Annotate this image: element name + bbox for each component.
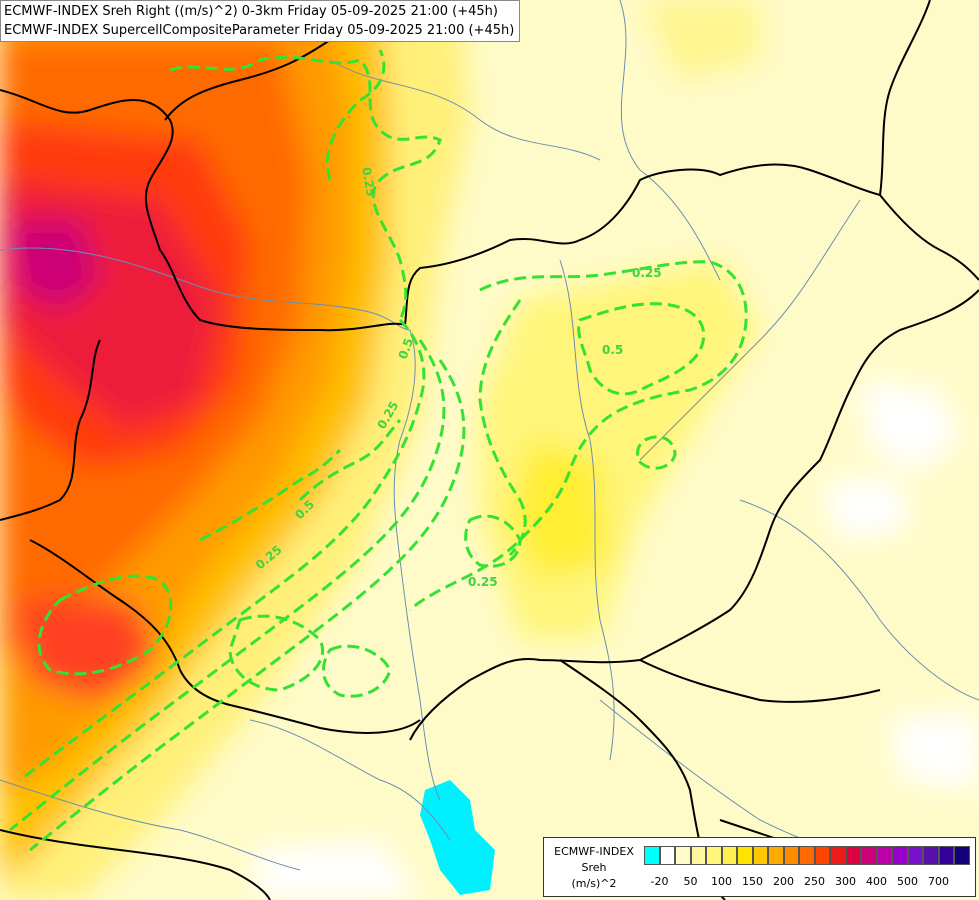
legend-swatch	[799, 846, 815, 865]
legend-swatch	[659, 846, 675, 865]
legend-swatch	[830, 846, 846, 865]
legend-tick-label: 500	[897, 875, 918, 888]
legend-swatch	[892, 846, 908, 865]
legend-swatch	[845, 846, 861, 865]
legend-title-unit: (m/s)^2	[571, 877, 617, 890]
legend-tick-label: 50	[683, 875, 698, 888]
legend-swatch	[954, 846, 970, 865]
map-title-line-1: ECMWF-INDEX Sreh Right ((m/s)^2) 0-3km F…	[4, 4, 498, 19]
legend-swatch	[938, 846, 954, 865]
legend-swatch	[861, 846, 877, 865]
scp-contours	[9, 49, 748, 852]
legend-swatch	[675, 846, 691, 865]
legend-swatch	[706, 846, 722, 865]
legend-title-model: ECMWF-INDEX	[554, 845, 634, 858]
legend-title-variable: Sreh	[581, 861, 607, 874]
legend-tick-label: 150	[742, 875, 763, 888]
legend-swatch	[876, 846, 892, 865]
legend-swatch	[814, 846, 830, 865]
legend-swatch	[644, 846, 660, 865]
legend-tick-label: 100	[711, 875, 732, 888]
legend-tick-label: 200	[773, 875, 794, 888]
legend-swatch	[737, 846, 753, 865]
contour-label: 0.5	[396, 336, 416, 361]
contour-label: 0.25	[468, 575, 498, 589]
contour-label: 0.5	[602, 343, 623, 357]
contour-label: 0.25	[359, 166, 378, 198]
legend-swatch	[690, 846, 706, 865]
legend-tick-label: 300	[835, 875, 856, 888]
legend-tick-label: -20	[650, 875, 669, 888]
legend-swatch	[783, 846, 799, 865]
legend-swatch	[752, 846, 768, 865]
legend-swatch	[907, 846, 923, 865]
legend-tick-label: 700	[928, 875, 949, 888]
contour-label: 0.25	[632, 266, 662, 280]
map-title-line-2: ECMWF-INDEX SupercellCompositeParameter …	[4, 23, 515, 38]
color-legend: ECMWF-INDEX Sreh (m/s)^2 -20 50 100 150 200 2…	[543, 837, 976, 897]
legend-tick-label: 400	[866, 875, 887, 888]
map-title-box: ECMWF-INDEX Sreh Right ((m/s)^2) 0-3km F…	[0, 0, 520, 42]
legend-swatch	[721, 846, 737, 865]
legend-swatch	[923, 846, 939, 865]
legend-swatch	[768, 846, 784, 865]
legend-tick-label: 250	[804, 875, 825, 888]
